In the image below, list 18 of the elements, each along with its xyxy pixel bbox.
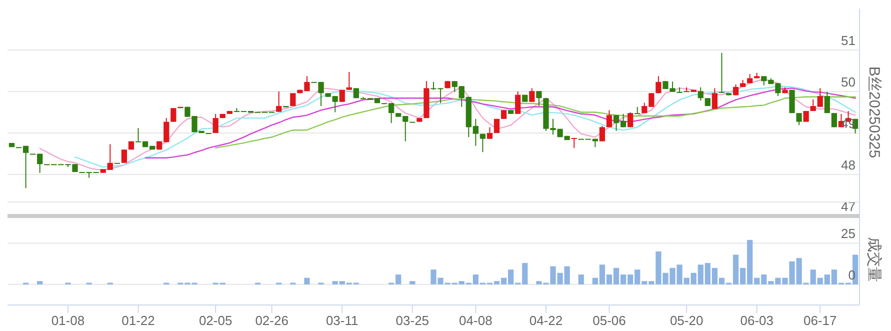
x-tick-label: 02-26: [255, 313, 288, 328]
y-axis-title: 成交量: [866, 237, 882, 282]
x-tick-label: 03-25: [396, 313, 430, 328]
x-tick-label: 03-11: [326, 313, 358, 328]
y-tick-label: 25: [841, 226, 856, 242]
y-tick-label: 48: [841, 158, 856, 172]
x-tick-label: 02-05: [198, 313, 232, 328]
x-tick-label: 05-20: [670, 313, 704, 328]
x-tick-label: 06-03: [740, 313, 774, 328]
x-tick-label: 05-06: [592, 313, 626, 328]
x-tick-label: 04-08: [459, 313, 492, 328]
y-tick-label: 50: [841, 74, 856, 90]
x-tick-label: 04-22: [529, 313, 563, 328]
x-tick-label: 01-08: [51, 313, 85, 328]
x-tick-label: 01-22: [122, 313, 155, 328]
x-tick-label: 06-17: [804, 313, 837, 328]
y-axis-title: B丝20250325: [866, 66, 882, 158]
y-tick-label: 51: [841, 33, 856, 48]
